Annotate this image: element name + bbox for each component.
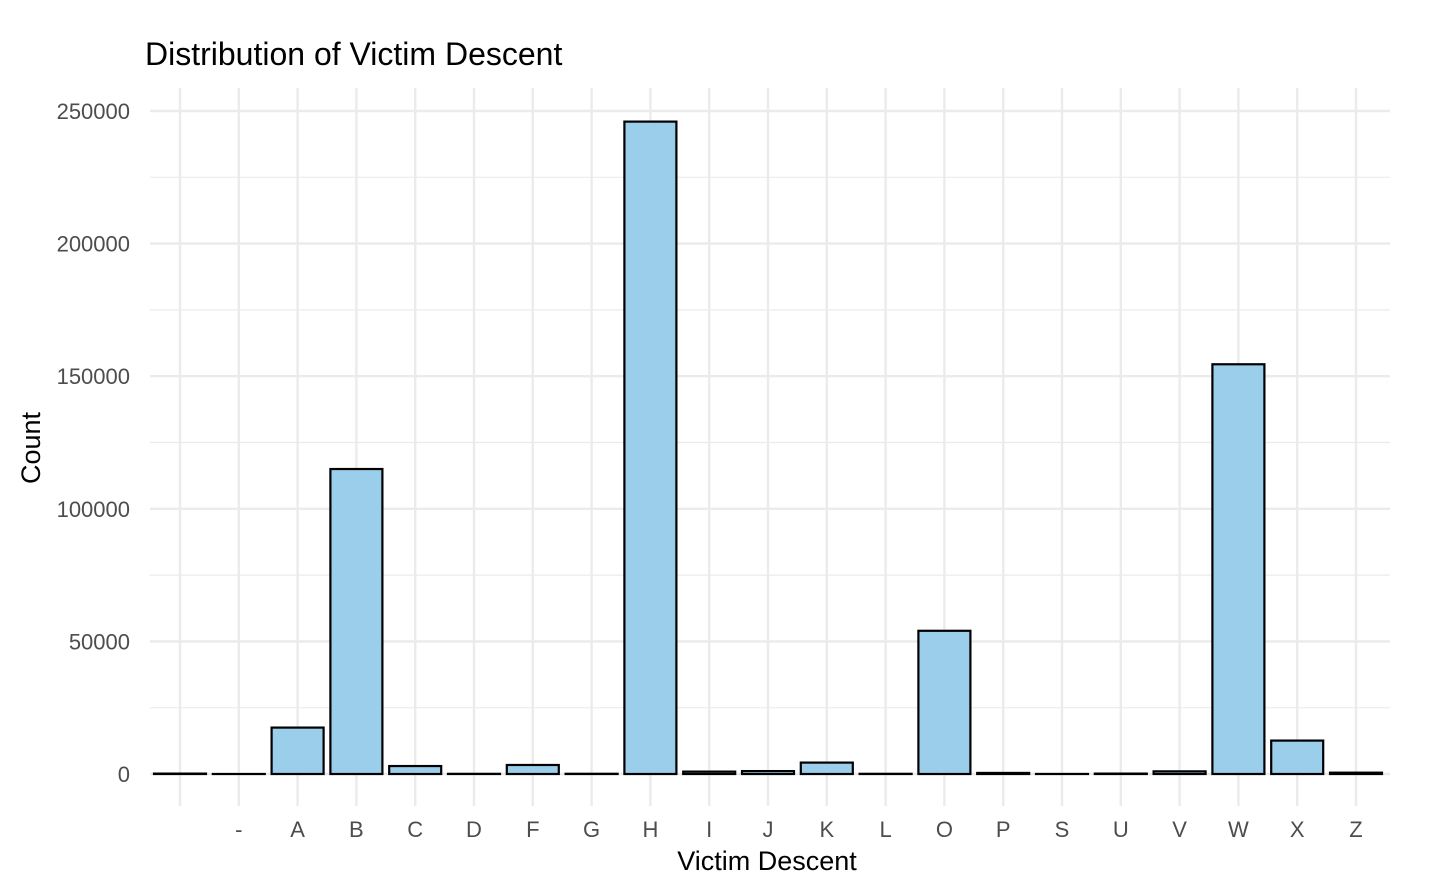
bar — [623, 120, 678, 776]
y-tick-label: 0 — [118, 762, 130, 787]
bar — [329, 467, 384, 776]
bar — [740, 769, 796, 776]
y-tick-label: 200000 — [57, 232, 130, 257]
x-tick-label: C — [407, 817, 423, 842]
x-tick-label: O — [936, 817, 953, 842]
x-tick-label: L — [879, 817, 891, 842]
x-tick-label: V — [1172, 817, 1187, 842]
bar — [505, 763, 560, 776]
chart-title: Distribution of Victim Descent — [145, 36, 562, 72]
y-axis-title: Count — [16, 411, 46, 484]
x-tick-label: D — [466, 817, 482, 842]
x-tick-label: I — [706, 817, 712, 842]
bar — [682, 770, 737, 776]
x-tick-label: Z — [1349, 817, 1362, 842]
y-tick-label: 250000 — [57, 99, 130, 124]
bar — [1152, 770, 1207, 776]
x-tick-label: H — [642, 817, 658, 842]
bars — [152, 120, 1384, 776]
bar — [1211, 363, 1266, 776]
x-tick-label: S — [1055, 817, 1070, 842]
x-tick-label: G — [583, 817, 600, 842]
x-tick-label: J — [763, 817, 774, 842]
y-tick-label: 100000 — [57, 497, 130, 522]
y-axis-ticks: 0 50000 100000 150000 200000 250000 — [57, 99, 130, 787]
x-tick-label: W — [1228, 817, 1249, 842]
x-tick-label: P — [996, 817, 1011, 842]
bar — [799, 761, 854, 776]
bar — [1270, 739, 1325, 776]
bar — [917, 629, 972, 776]
x-tick-label: - — [235, 817, 242, 842]
bar — [1328, 771, 1384, 776]
x-tick-label: U — [1113, 817, 1129, 842]
y-tick-label: 50000 — [69, 629, 130, 654]
bar — [270, 726, 325, 776]
x-tick-label: A — [290, 817, 305, 842]
bar — [976, 771, 1031, 776]
x-axis-title: Victim Descent — [677, 846, 857, 876]
x-tick-label: K — [819, 817, 834, 842]
bar — [388, 764, 443, 776]
x-tick-label: B — [349, 817, 364, 842]
x-tick-label: F — [526, 817, 539, 842]
y-tick-label: 150000 — [57, 364, 130, 389]
x-tick-label: X — [1290, 817, 1305, 842]
